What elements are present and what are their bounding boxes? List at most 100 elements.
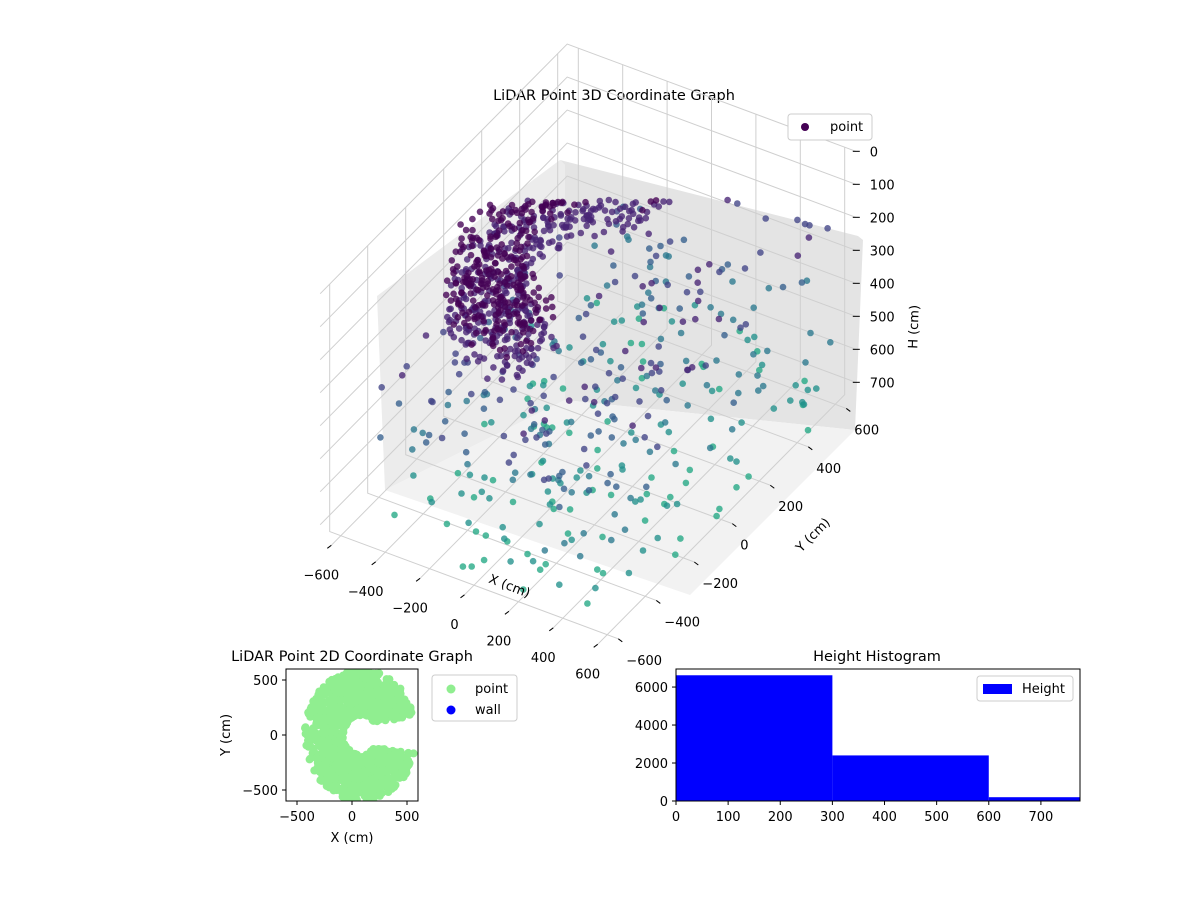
data-point-3d	[452, 280, 460, 287]
data-point-3d	[801, 377, 808, 385]
data-point-3d	[446, 306, 453, 313]
data-point-3d	[641, 434, 648, 441]
data-point-3d	[509, 476, 517, 484]
y-tick-mark	[845, 408, 851, 412]
data-point-3d	[522, 227, 530, 235]
data-point-3d	[460, 278, 467, 286]
x-tick-label-2d: −500	[279, 810, 315, 825]
grid-line-z	[319, 274, 856, 526]
data-point-3d	[531, 228, 538, 236]
data-point-3d	[707, 415, 715, 423]
data-point-3d	[543, 404, 550, 412]
data-point-3d	[539, 207, 546, 215]
data-point-3d	[702, 362, 709, 369]
data-point-3d	[469, 297, 477, 305]
data-point-3d	[587, 302, 595, 309]
data-point-3d	[605, 220, 613, 228]
data-point-3d	[469, 234, 477, 242]
data-point-3d	[538, 331, 545, 338]
data-point-3d	[684, 402, 691, 409]
data-point-3d	[635, 315, 643, 323]
chart-hist: Height Histogram 0 100 200 300 400 500 600 7000…	[635, 649, 1081, 825]
data-point-3d	[618, 317, 626, 324]
data-point-3d	[703, 381, 711, 389]
data-point-3d	[468, 390, 475, 398]
data-point-3d	[657, 387, 665, 394]
data-point-3d	[457, 221, 464, 228]
data-point-3d	[544, 488, 552, 495]
data-point-2d	[312, 754, 321, 763]
data-point-3d	[458, 336, 465, 344]
data-point-3d	[724, 261, 732, 268]
histogram-bars	[676, 675, 1080, 801]
data-point-3d	[770, 405, 778, 412]
x-tick-mark	[326, 544, 332, 549]
data-point-3d	[646, 448, 654, 456]
data-point-3d	[571, 201, 578, 208]
data-point-3d	[607, 470, 614, 478]
data-point-2d	[336, 746, 345, 755]
data-point-3d	[619, 375, 626, 383]
z-tick-label: 300	[870, 244, 895, 259]
x-tick-label-hist: 300	[820, 810, 845, 825]
data-point-3d	[508, 328, 515, 336]
grid-line-x	[464, 97, 712, 596]
data-point-3d	[794, 216, 801, 224]
data-point-3d	[497, 294, 505, 301]
data-point-3d	[587, 356, 595, 363]
data-point-3d	[525, 330, 532, 338]
grid-line-x	[330, 48, 579, 546]
data-point-3d	[554, 198, 562, 206]
data-point-3d	[566, 429, 573, 437]
data-point-3d	[568, 489, 575, 496]
data-point-3d	[485, 310, 493, 317]
data-point-3d	[471, 315, 478, 323]
data-point-3d	[458, 235, 465, 242]
data-point-3d	[516, 321, 523, 328]
y-tick-label-hist: 0	[660, 795, 668, 810]
data-point-2d	[334, 710, 343, 719]
chart-3d-title: LiDAR Point 3D Coordinate Graph	[493, 88, 735, 104]
data-point-3d	[483, 249, 491, 257]
data-point-3d	[648, 474, 655, 481]
data-point-3d	[503, 362, 511, 369]
data-point-3d	[482, 532, 490, 539]
data-point-3d	[647, 258, 654, 266]
data-point-3d	[577, 467, 584, 474]
data-point-3d	[489, 476, 497, 484]
data-point-3d	[713, 357, 720, 364]
data-point-3d	[657, 360, 664, 368]
data-point-3d	[450, 321, 458, 328]
data-point-2d	[352, 751, 361, 760]
legend-2d: point wall	[431, 674, 518, 722]
data-point-3d	[559, 385, 567, 392]
data-point-2d	[312, 694, 321, 703]
legend-label-wall-2d: wall	[475, 703, 501, 718]
data-point-3d	[530, 421, 538, 428]
data-point-3d	[594, 566, 601, 573]
data-point-3d	[632, 498, 639, 505]
data-point-3d	[504, 308, 512, 316]
data-point-3d	[729, 278, 736, 285]
data-point-3d	[639, 358, 647, 365]
data-point-2d	[361, 670, 370, 679]
y-tick-label-hist: 6000	[635, 681, 668, 696]
data-point-3d	[494, 353, 501, 360]
z-tick-label: 700	[870, 376, 895, 391]
data-point-3d	[527, 399, 534, 407]
data-point-3d	[666, 198, 673, 206]
data-point-3d	[513, 301, 521, 309]
z-tick-label: 0	[870, 145, 878, 160]
y-tick-label: 600	[854, 423, 879, 438]
data-point-3d	[493, 244, 501, 251]
data-point-3d	[741, 265, 749, 272]
data-point-3d	[594, 465, 601, 472]
data-point-3d	[580, 215, 588, 223]
grid-line-z	[319, 76, 856, 328]
grid-line-x	[375, 64, 624, 563]
y-tick-label-hist: 2000	[635, 757, 668, 772]
data-point-3d	[519, 294, 527, 301]
data-point-3d	[635, 214, 643, 221]
data-point-2d	[397, 769, 406, 777]
grid-line-z	[319, 142, 856, 394]
